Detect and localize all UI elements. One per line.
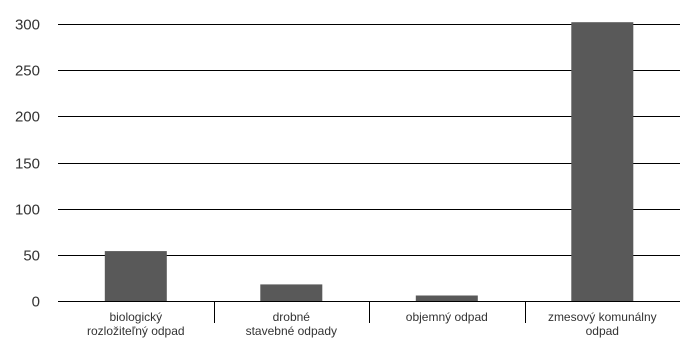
bar-3 [571,22,634,301]
x-axis [214,301,526,323]
x-category-label-3: zmesový komunálny odpad [548,310,657,338]
bar-1 [260,284,323,301]
y-tick-label-100: 100 [15,202,40,219]
y-tick-label-150: 150 [15,156,40,173]
x-axis-category-labels: biologický rozložiteľný odpad drobné staveb… [87,310,657,338]
bar-2 [415,295,478,301]
x-category-label-1: drobné stavebné odpady [246,310,337,338]
y-tick-label-200: 200 [15,109,40,126]
y-tick-label-250: 250 [15,63,40,80]
x-category-label-0: biologický rozložiteľný odpad [87,310,185,338]
y-axis-tick-labels: 0 50 100 150 200 250 300 [15,17,40,311]
bar-0 [104,251,167,301]
y-tick-label-300: 300 [15,17,40,34]
x-category-label-2: objemný odpad [406,310,488,324]
y-tick-label-50: 50 [23,248,40,265]
bars [104,22,634,301]
y-tick-label-0: 0 [32,294,40,311]
